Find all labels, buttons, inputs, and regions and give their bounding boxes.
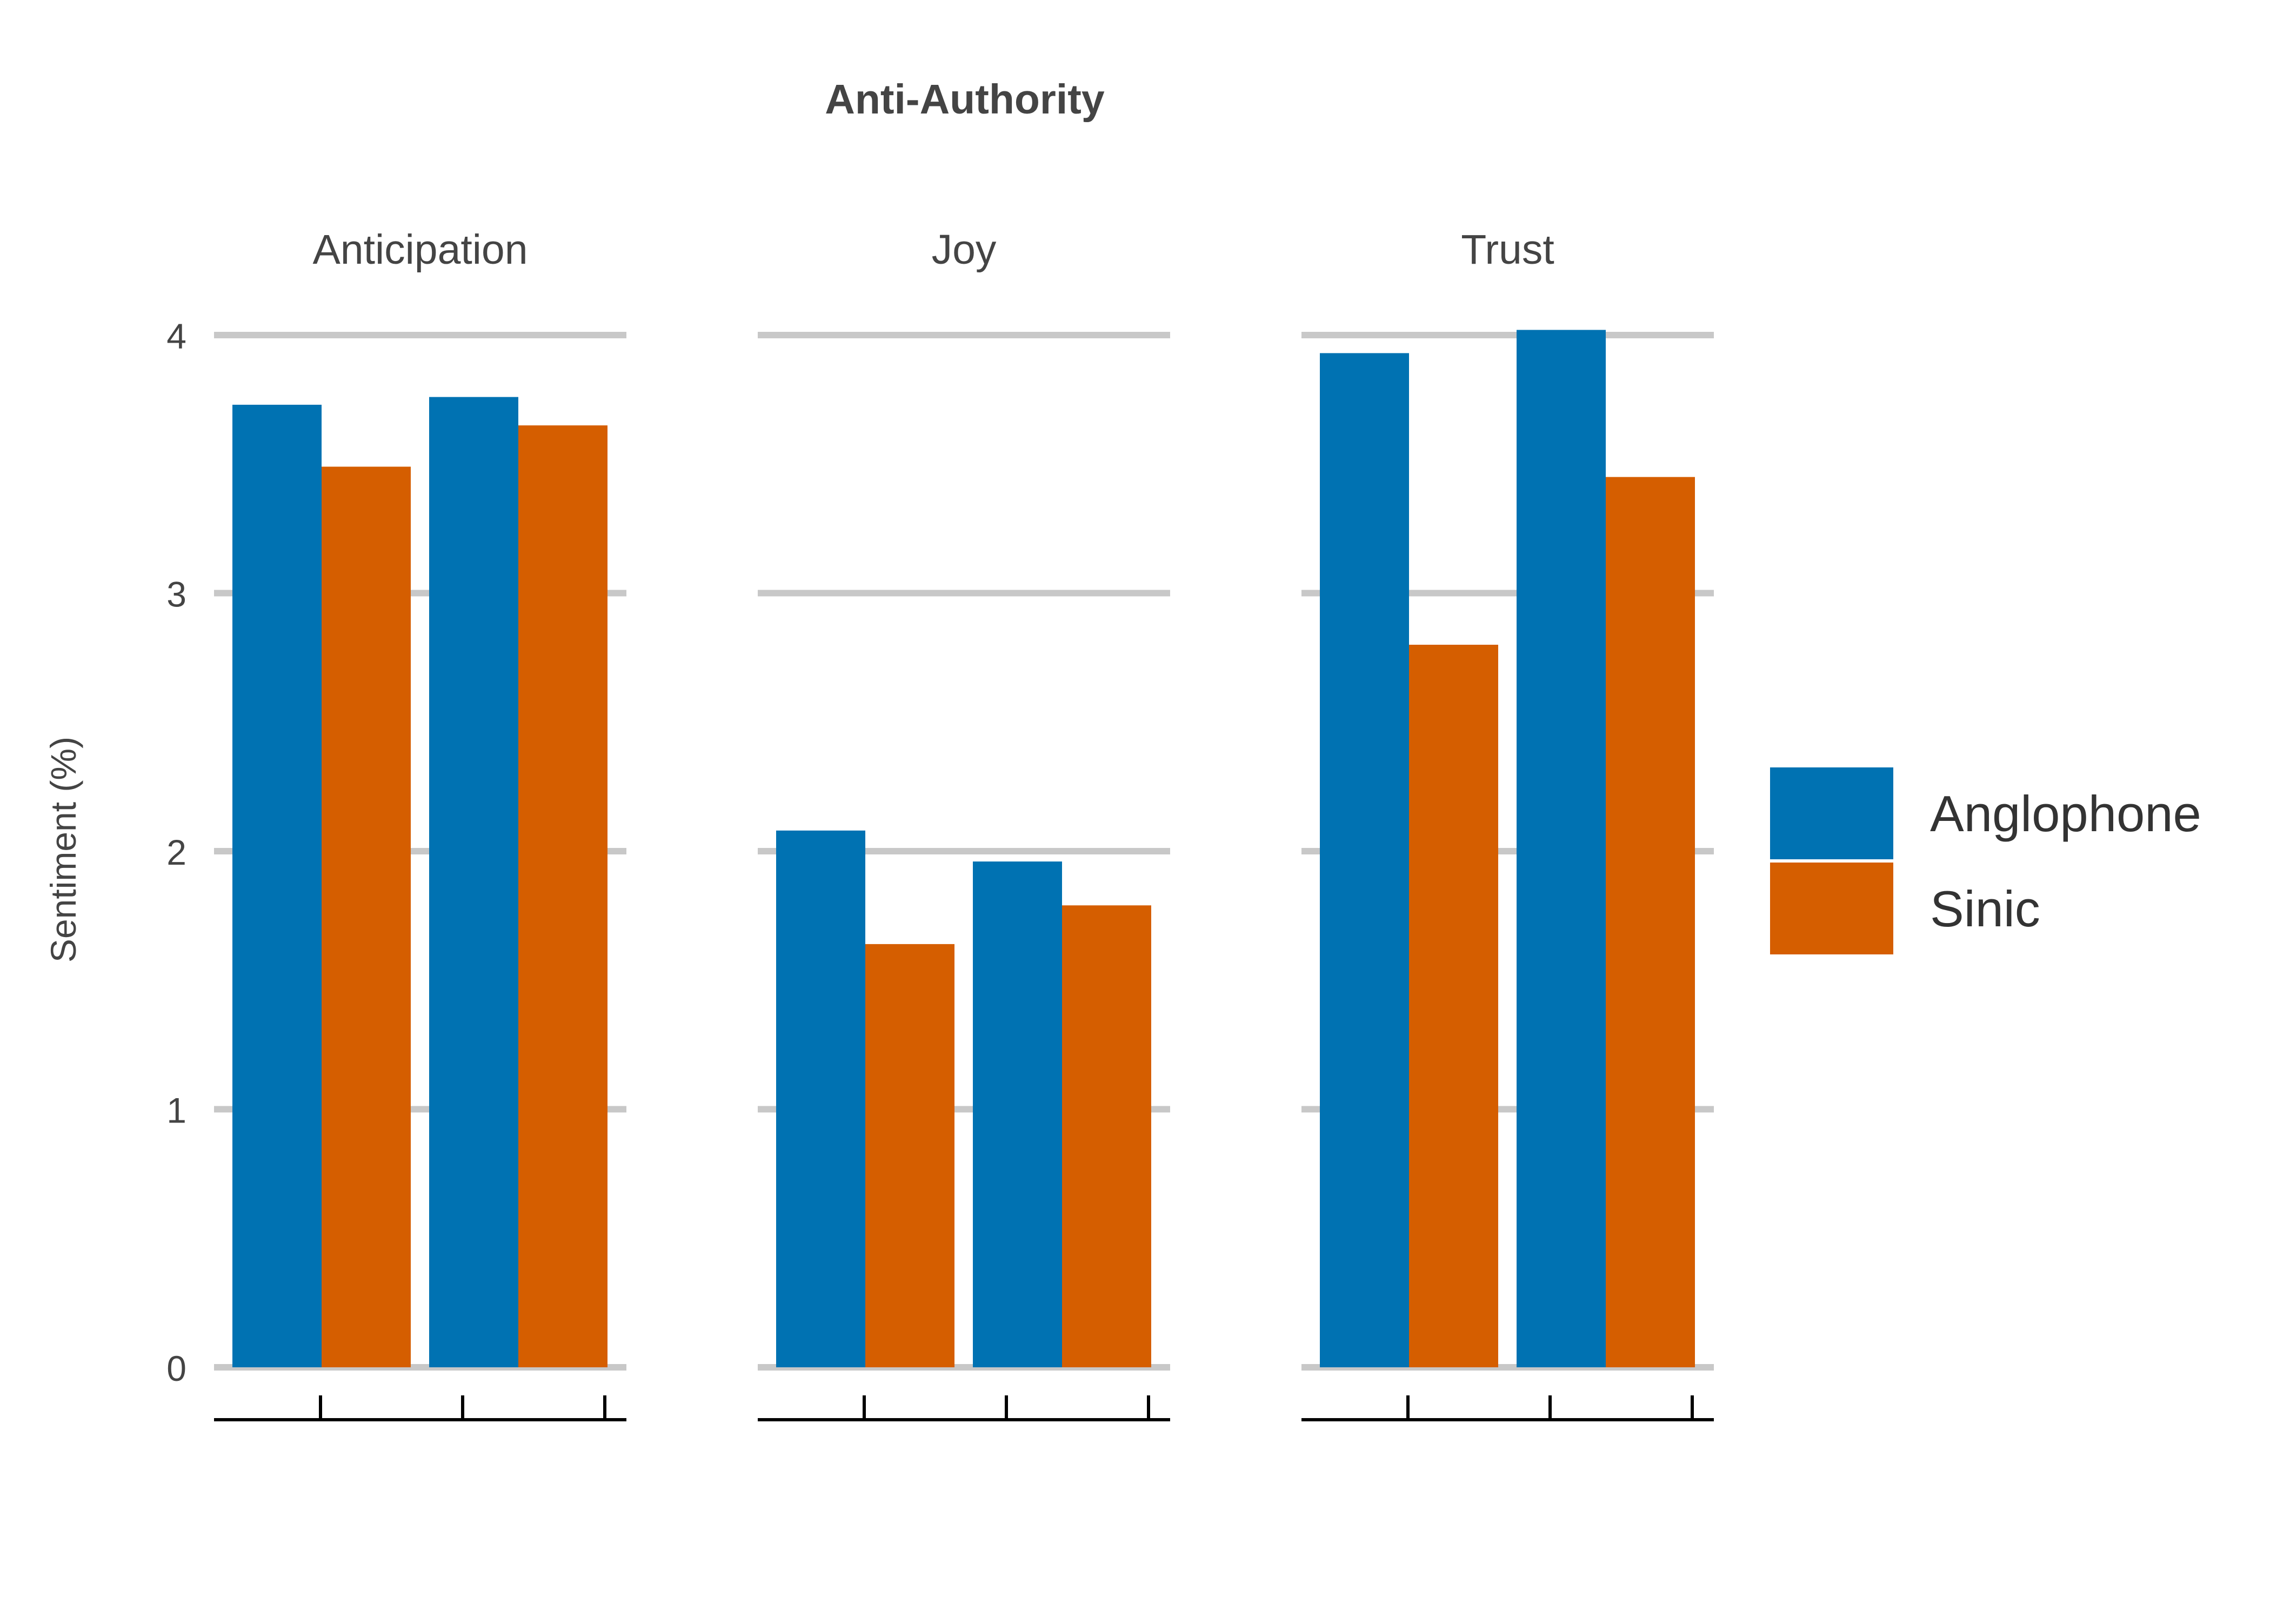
y-tick-label: 0: [166, 1348, 186, 1388]
bar-sinic: [865, 944, 954, 1367]
panel-joy: Joy: [758, 226, 1170, 1421]
bar-sinic: [322, 466, 411, 1367]
bar-anglophone: [1517, 330, 1606, 1368]
legend-label: Sinic: [1930, 880, 2040, 937]
y-tick-label: 4: [166, 316, 186, 356]
bar-anglophone: [1320, 353, 1409, 1367]
bar-sinic: [1062, 905, 1151, 1367]
bar-anglophone: [232, 404, 322, 1367]
y-tick-label: 1: [166, 1091, 186, 1131]
panel-trust: Trust: [1301, 226, 1714, 1421]
legend-label: Anglophone: [1930, 785, 2201, 842]
bar-anglophone: [776, 830, 865, 1367]
bar-anglophone: [429, 397, 518, 1367]
bar-sinic: [1409, 645, 1498, 1367]
panel-title: Anticipation: [312, 226, 528, 273]
legend: Anglophone Sinic: [1770, 767, 2201, 954]
bar-anglophone: [973, 861, 1062, 1367]
panel-title: Joy: [932, 226, 997, 273]
panel-title: Trust: [1461, 226, 1554, 273]
legend-swatch: [1770, 767, 1893, 859]
chart-title: Anti-Authority: [825, 76, 1105, 123]
panel-anticipation: Anticipation 0 1 2 3 4: [166, 226, 626, 1421]
y-tick-label: 3: [166, 574, 186, 614]
bar-sinic: [1606, 477, 1695, 1367]
legend-swatch: [1770, 863, 1893, 954]
y-tick-label: 2: [166, 832, 186, 872]
y-axis-label: Sentiment (%): [43, 737, 83, 963]
legend-item-sinic: Sinic: [1770, 863, 2040, 954]
legend-item-anglophone: Anglophone: [1770, 767, 2201, 859]
panels-layer: Anticipation 0 1 2 3 4 Joy Trust: [166, 226, 1714, 1421]
bar-sinic: [518, 425, 607, 1367]
